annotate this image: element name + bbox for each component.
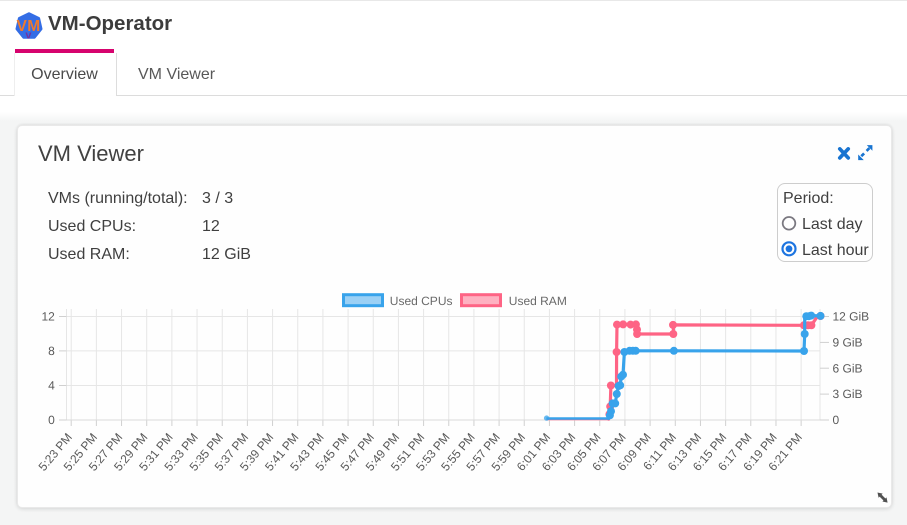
svg-text:VM: VM [16, 18, 40, 35]
svg-text:9 GiB: 9 GiB [833, 336, 863, 350]
svg-text:12: 12 [41, 310, 55, 324]
svg-text:v: v [25, 29, 32, 40]
svg-text:3 GiB: 3 GiB [833, 387, 863, 401]
svg-text:12 GiB: 12 GiB [833, 310, 870, 324]
svg-text:8: 8 [48, 344, 55, 358]
svg-text:0: 0 [48, 413, 55, 427]
svg-text:0: 0 [833, 413, 840, 427]
svg-text:Used RAM: Used RAM [509, 294, 567, 308]
svg-text:4: 4 [48, 379, 55, 393]
svg-text:Used CPUs: Used CPUs [390, 294, 453, 308]
svg-text:6 GiB: 6 GiB [833, 361, 863, 375]
